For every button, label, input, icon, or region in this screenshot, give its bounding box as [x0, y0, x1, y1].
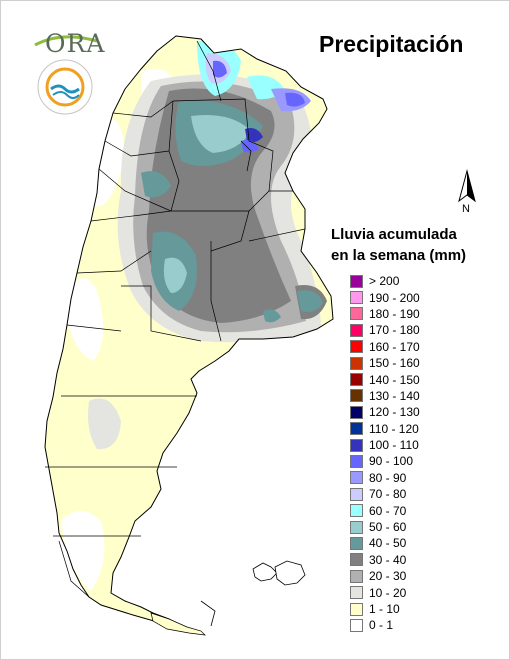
legend-label: > 200: [369, 274, 400, 289]
legend-swatch: [350, 569, 363, 583]
logo-text: ORA: [45, 29, 106, 58]
north-label: N: [462, 203, 470, 215]
legend-label: 180 - 190: [369, 306, 420, 321]
north-arrow-icon: [458, 169, 476, 203]
legend-label: 30 - 40: [369, 552, 407, 567]
legend-swatch: [350, 373, 363, 387]
legend-item: 190 - 200: [350, 289, 490, 305]
legend-item: > 200: [350, 273, 490, 289]
legend-swatch: [350, 487, 363, 501]
zone-40-50: [297, 290, 323, 312]
legend-label: 70 - 80: [369, 487, 407, 502]
legend-item: 140 - 150: [350, 371, 490, 387]
map-title: Precipitación: [319, 31, 464, 57]
legend-swatch: [350, 340, 363, 354]
zone-90-100: [285, 92, 305, 107]
zone-10-20: [88, 398, 121, 450]
zone-0-1: [61, 511, 105, 591]
legend-label: 160 - 170: [369, 339, 420, 354]
legend-swatch: [350, 356, 363, 370]
legend-item: 50 - 60: [350, 519, 490, 535]
legend-swatch: [350, 504, 363, 518]
legend-item: 100 - 110: [350, 437, 490, 453]
legend-item: 1 - 10: [350, 601, 490, 617]
legend-label: 0 - 1: [369, 618, 394, 633]
zone-10-20: [127, 553, 137, 565]
legend-label: 190 - 200: [369, 290, 420, 305]
legend-label: 140 - 150: [369, 372, 420, 387]
legend-item: 30 - 40: [350, 552, 490, 568]
legend-item: 10 - 20: [350, 584, 490, 600]
zone-50-60: [163, 257, 187, 293]
zone-40-50: [141, 171, 171, 198]
legend-label: 110 - 120: [369, 421, 419, 436]
legend-item: 120 - 130: [350, 404, 490, 420]
legend-item: 160 - 170: [350, 339, 490, 355]
legend-item: 110 - 120: [350, 421, 490, 437]
logo-swoosh: [34, 35, 98, 47]
legend-label: 10 - 20: [369, 585, 407, 600]
legend-swatch: [350, 618, 363, 632]
legend-label: 80 - 90: [369, 470, 407, 485]
legend-label: 90 - 100: [369, 454, 414, 469]
legend-title: Lluvia acumulada en la semana (mm): [331, 224, 501, 266]
malvinas-islands: [252, 560, 306, 586]
legend-label: 170 - 180: [369, 323, 420, 338]
legend-label: 60 - 70: [369, 503, 407, 518]
province-borders: [44, 35, 334, 627]
legend-item: 70 - 80: [350, 486, 490, 502]
legend-item: 40 - 50: [350, 535, 490, 551]
zone-100-110: [245, 128, 263, 143]
legend-item: 0 - 1: [350, 617, 490, 633]
zone-0-1: [63, 278, 104, 361]
legend-swatch: [350, 307, 363, 321]
zone-50-60: [191, 115, 251, 153]
legend-title-line1: Lluvia acumulada: [331, 226, 457, 243]
legend-swatch: [350, 454, 363, 468]
legend-item: 180 - 190: [350, 306, 490, 322]
legend-swatch: [350, 323, 363, 337]
legend-swatch: [350, 274, 363, 288]
legend-item: 90 - 100: [350, 453, 490, 469]
legend-swatch: [350, 471, 363, 485]
legend-item: 170 - 180: [350, 322, 490, 338]
legend-swatch: [350, 586, 363, 600]
legend-item: 60 - 70: [350, 502, 490, 518]
legend-title-line2: en la semana (mm): [331, 247, 467, 264]
tierra-del-fuego: [150, 612, 206, 636]
legend-swatch: [350, 291, 363, 305]
precip-layers: [61, 40, 327, 591]
legend: > 200 190 - 200 180 - 190 170 - 180 160 - 17…: [350, 273, 490, 634]
legend-item: 150 - 160: [350, 355, 490, 371]
legend-label: 50 - 60: [369, 520, 407, 535]
legend-item: 130 - 140: [350, 388, 490, 404]
legend-swatch: [350, 438, 363, 452]
legend-label: 150 - 160: [369, 356, 420, 371]
legend-label: 40 - 50: [369, 536, 407, 551]
logo-seal: [37, 59, 93, 115]
legend-swatch: [350, 553, 363, 567]
legend-swatch: [350, 602, 363, 616]
legend-swatch: [350, 405, 363, 419]
legend-label: 100 - 110: [369, 438, 419, 453]
legend-swatch: [350, 422, 363, 436]
legend-item: 80 - 90: [350, 470, 490, 486]
zone-40-50: [263, 309, 281, 323]
legend-swatch: [350, 536, 363, 550]
legend-label: 130 - 140: [369, 388, 420, 403]
legend-label: 20 - 30: [369, 569, 407, 584]
legend-item: 20 - 30: [350, 568, 490, 584]
legend-label: 1 - 10: [369, 602, 400, 616]
legend-swatch: [350, 389, 363, 403]
legend-swatch: [350, 520, 363, 534]
zone-90-100: [213, 60, 227, 78]
legend-label: 120 - 130: [369, 405, 420, 420]
